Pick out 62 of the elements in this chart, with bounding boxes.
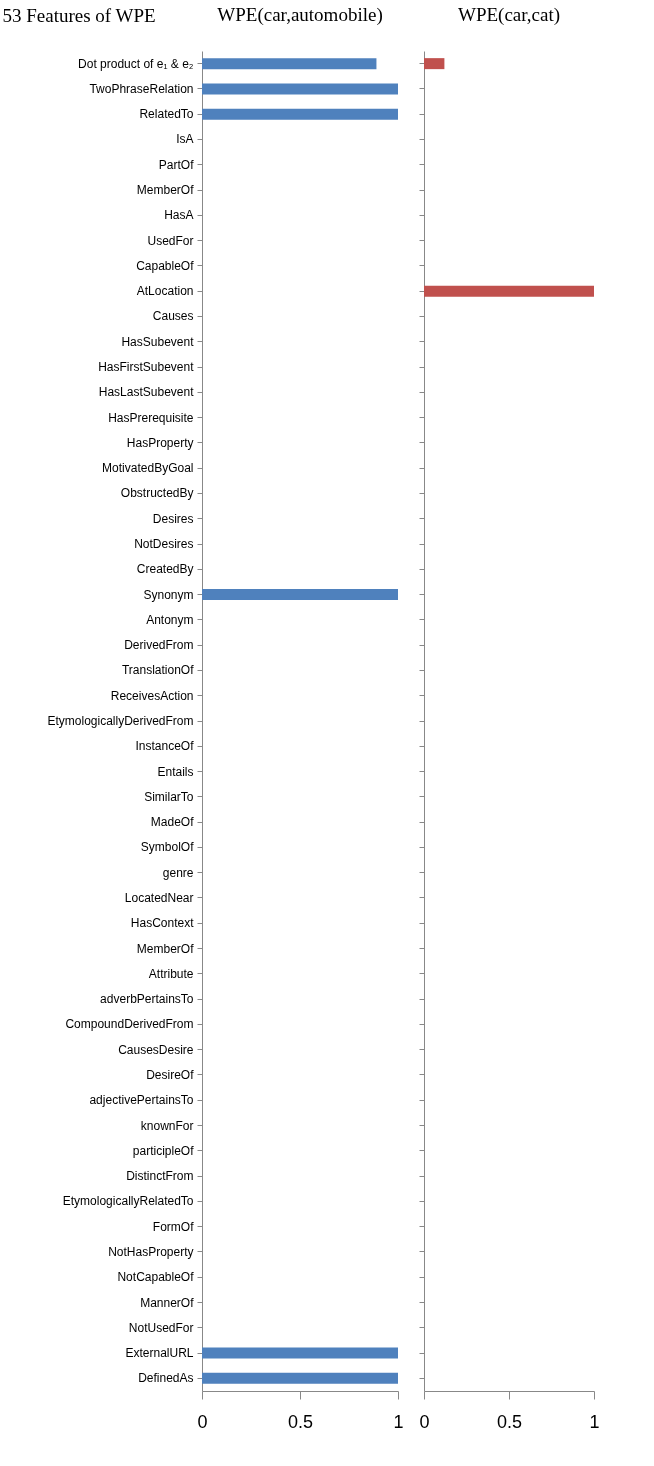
y-tick-label: Antonym — [146, 612, 194, 627]
y-tick-label: HasPrerequisite — [108, 410, 194, 425]
y-tick-label: FormOf — [152, 1219, 195, 1234]
y-tick-label: MotivatedByGoal — [102, 461, 194, 476]
y-tick-label: MadeOf — [150, 815, 195, 830]
y-tick-label: DesireOf — [146, 1067, 195, 1082]
y-tick-label: Entails — [157, 764, 194, 779]
y-tick-label: Causes — [152, 309, 194, 324]
y-tick-label: HasProperty — [126, 435, 194, 450]
y-tick-label: EtymologicallyDerivedFrom — [47, 714, 194, 728]
y-tick-label: ExternalURL — [125, 1346, 194, 1361]
y-tick-label: ObstructedBy — [120, 486, 194, 501]
y-tick-label: MemberOf — [136, 941, 195, 956]
y-tick-label: SimilarTo — [144, 789, 194, 804]
chart-title: WPE(car,automobile) — [217, 4, 383, 26]
y-tick-label: NotDesires — [134, 537, 194, 552]
y-tick-label: DefinedAs — [138, 1371, 194, 1386]
y-tick-label: NotCapableOf — [117, 1270, 195, 1285]
x-tick-label: 0 — [419, 1411, 430, 1432]
y-tick-label: MemberOf — [136, 183, 195, 198]
y-tick-label: InstanceOf — [135, 739, 195, 754]
y-tick-label: RelatedTo — [139, 107, 194, 122]
x-tick-label: 1 — [589, 1411, 600, 1432]
y-tick-label: Attribute — [148, 966, 194, 981]
y-axis-title: 53 Features of WPE — [2, 4, 156, 26]
y-tick-label: IsA — [176, 132, 194, 147]
y-tick-label: LocatedNear — [124, 890, 194, 905]
x-tick-label: 0.5 — [496, 1411, 523, 1432]
y-tick-label: Synonym — [143, 587, 194, 602]
y-tick-label: CapableOf — [136, 258, 195, 273]
y-tick-label: HasContext — [130, 916, 195, 931]
y-tick-label: SymbolOf — [140, 840, 195, 855]
x-tick-label: 0.5 — [287, 1411, 314, 1432]
x-tick-label: 1 — [393, 1411, 404, 1432]
y-tick-label: TranslationOf — [121, 663, 195, 678]
y-tick-label: NotHasProperty — [108, 1244, 194, 1259]
y-tick-label: DistinctFrom — [126, 1169, 194, 1184]
y-tick-label: CausesDesire — [118, 1042, 194, 1057]
y-tick-label: NotUsedFor — [128, 1320, 194, 1335]
y-tick-label: adjectivePertainsTo — [89, 1093, 194, 1108]
y-tick-label: ReceivesAction — [110, 688, 194, 703]
y-tick-label: HasFirstSubevent — [98, 360, 195, 375]
y-tick-label: adverbPertainsTo — [100, 992, 194, 1007]
y-tick-label: knownFor — [140, 1118, 194, 1133]
y-tick-label: CompoundDerivedFrom — [65, 1017, 194, 1032]
y-tick-label: CreatedBy — [136, 562, 194, 577]
y-tick-label: TwoPhraseRelation — [89, 81, 194, 96]
y-tick-label: EtymologicallyRelatedTo — [62, 1194, 194, 1209]
y-tick-label: AtLocation — [136, 284, 194, 299]
y-tick-label: Desires — [152, 511, 194, 526]
y-tick-label: HasA — [164, 208, 194, 223]
x-tick-label: 0 — [197, 1411, 208, 1432]
y-tick-label: DerivedFrom — [124, 638, 194, 653]
y-tick-label: MannerOf — [140, 1295, 195, 1310]
y-tick-label: PartOf — [158, 157, 195, 172]
y-tick-label: HasLastSubevent — [98, 385, 195, 400]
y-tick-label: Dot product of e₁ & e₂ — [78, 56, 194, 71]
y-tick-label: HasSubevent — [121, 334, 195, 349]
y-tick-label: UsedFor — [147, 233, 194, 248]
y-tick-label: participleOf — [132, 1143, 195, 1158]
chart-title: WPE(car,cat) — [457, 4, 561, 26]
y-tick-label: genre — [162, 865, 194, 880]
